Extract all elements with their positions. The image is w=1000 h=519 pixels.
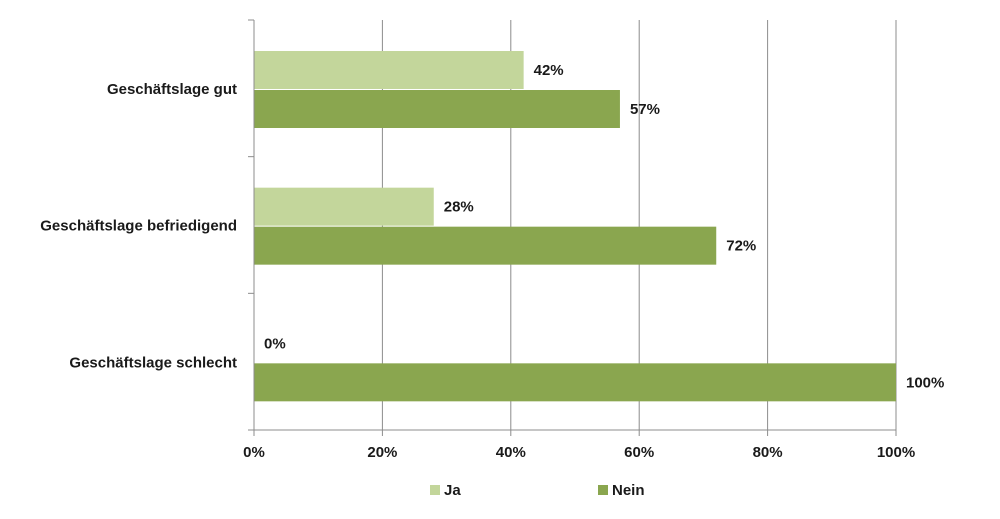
category-label: Geschäftslage schlecht [69,354,237,371]
x-tick-label: 40% [496,444,526,461]
x-tick-label: 20% [367,444,397,461]
bar-ja [254,187,434,226]
bar-nein [254,226,717,265]
category-label: Geschäftslage gut [107,81,237,98]
x-tick-label: 0% [243,444,265,461]
x-tick-label: 80% [753,444,783,461]
bar-ja [254,51,524,89]
legend-label-ja: Ja [444,482,461,499]
x-tick-label: 60% [624,444,654,461]
legend-swatch-ja [430,485,440,495]
data-label: 72% [726,238,756,255]
axes: 0% 20% 40% 60% 80% 100% [243,19,915,461]
labels: 42% 57% Geschäftslage gut 28% 72% Geschäftsla… [40,62,944,391]
data-label: 28% [444,199,474,216]
bar-nein [254,363,896,402]
data-label: 0% [264,335,286,352]
bar-nein [254,90,620,128]
legend-swatch-nein [598,485,608,495]
legend-label-nein: Nein [612,482,645,499]
legend: Ja Nein [430,482,645,499]
data-label: 57% [630,101,660,118]
category-label: Geschäftslage befriedigend [40,218,237,235]
x-tick-label: 100% [877,444,915,461]
data-label: 100% [906,374,944,391]
data-label: 42% [534,62,564,79]
bars [254,51,896,402]
